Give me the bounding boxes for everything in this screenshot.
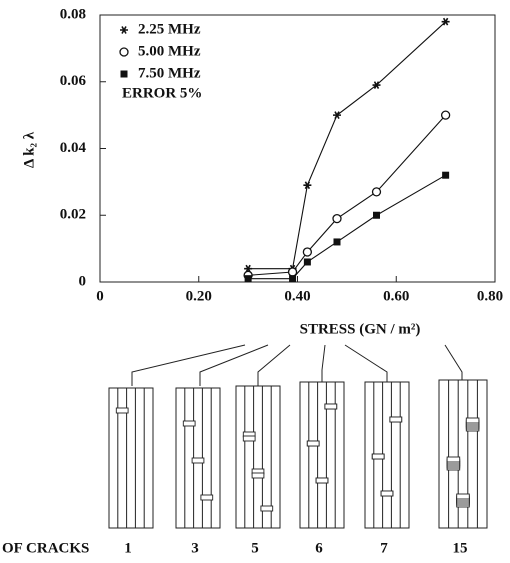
x-tick-label: 0.60	[383, 288, 409, 304]
panel-frame	[235, 385, 281, 529]
crack	[260, 505, 274, 512]
crack	[182, 420, 196, 427]
legend-label: 5.00 MHz	[138, 43, 201, 59]
y-tick-label: 0.08	[60, 6, 86, 22]
marker	[373, 211, 380, 219]
series	[244, 17, 450, 273]
annotation: ERROR 5%	[122, 85, 202, 101]
marker	[303, 258, 311, 266]
crack-count: 15	[453, 540, 468, 556]
marker	[333, 111, 341, 119]
crack	[380, 490, 394, 497]
marker	[302, 247, 313, 257]
x-tick-label: 0.20	[186, 288, 212, 304]
marker	[372, 81, 381, 89]
crack	[456, 493, 470, 500]
connector	[321, 344, 326, 382]
y-tick-label: 0	[79, 273, 87, 289]
marker	[289, 275, 297, 283]
connector	[257, 344, 291, 386]
crack-count: 3	[191, 540, 199, 556]
marker	[440, 110, 451, 120]
series	[244, 171, 450, 283]
connectors	[131, 344, 463, 386]
x-tick-label: 0	[96, 288, 104, 304]
panel-frame	[175, 387, 221, 529]
crack-panel	[299, 381, 345, 529]
marker	[441, 17, 450, 26]
crack-count: 5	[251, 540, 259, 556]
crack	[324, 403, 338, 410]
crack-count: 7	[380, 540, 388, 556]
crack	[446, 456, 461, 463]
marker	[442, 171, 450, 179]
y-axis-label: Δ k₂ λ	[21, 131, 37, 168]
series-line	[248, 114, 447, 276]
marker	[119, 47, 129, 57]
series	[243, 110, 451, 280]
legend-entry: 5.00 MHz	[119, 43, 201, 59]
legend-label: 2.25 MHz	[138, 21, 201, 37]
crack	[465, 417, 480, 424]
panel-frame	[364, 381, 410, 529]
panel-frame	[108, 387, 154, 529]
crack-count: 6	[315, 540, 323, 556]
connector	[344, 344, 388, 382]
marker	[120, 70, 128, 78]
crack-panel	[364, 381, 410, 529]
x-tick-label: 0.80	[477, 288, 503, 304]
crack	[242, 435, 256, 442]
crack-panel	[235, 385, 281, 529]
crack	[389, 416, 403, 423]
y-tick-label: 0.02	[60, 207, 86, 223]
crack	[191, 457, 205, 464]
marker	[371, 187, 382, 197]
marker	[303, 181, 312, 190]
x-axis-label: STRESS (GN / m²)	[300, 321, 421, 337]
panel-frame	[438, 379, 488, 529]
legend-label: 7.50 MHz	[138, 65, 201, 81]
connector	[199, 344, 269, 386]
marker	[333, 238, 341, 246]
y-tick-label: 0.06	[60, 73, 87, 89]
connector	[131, 344, 246, 386]
panels-label: OF CRACKS	[2, 540, 89, 556]
crack	[200, 494, 214, 501]
marker	[244, 275, 252, 283]
crack	[306, 440, 320, 447]
crack-panel	[108, 387, 154, 529]
series-line	[248, 21, 446, 270]
y-tick-label: 0.04	[60, 140, 87, 156]
crack-panel	[175, 387, 221, 529]
series-line	[248, 174, 446, 280]
legend-entry: 2.25 MHz	[120, 21, 201, 37]
legend-entry: 7.50 MHz	[120, 65, 201, 81]
crack	[315, 477, 329, 484]
crack-panel	[438, 379, 488, 529]
crack	[251, 472, 265, 479]
x-tick-label: 0.40	[284, 288, 310, 304]
crack-count: 1	[124, 540, 132, 556]
marker	[332, 213, 342, 224]
panel-frame	[299, 381, 345, 529]
connector	[444, 344, 463, 380]
crack	[115, 407, 129, 414]
crack	[371, 453, 385, 460]
marker	[120, 26, 128, 34]
